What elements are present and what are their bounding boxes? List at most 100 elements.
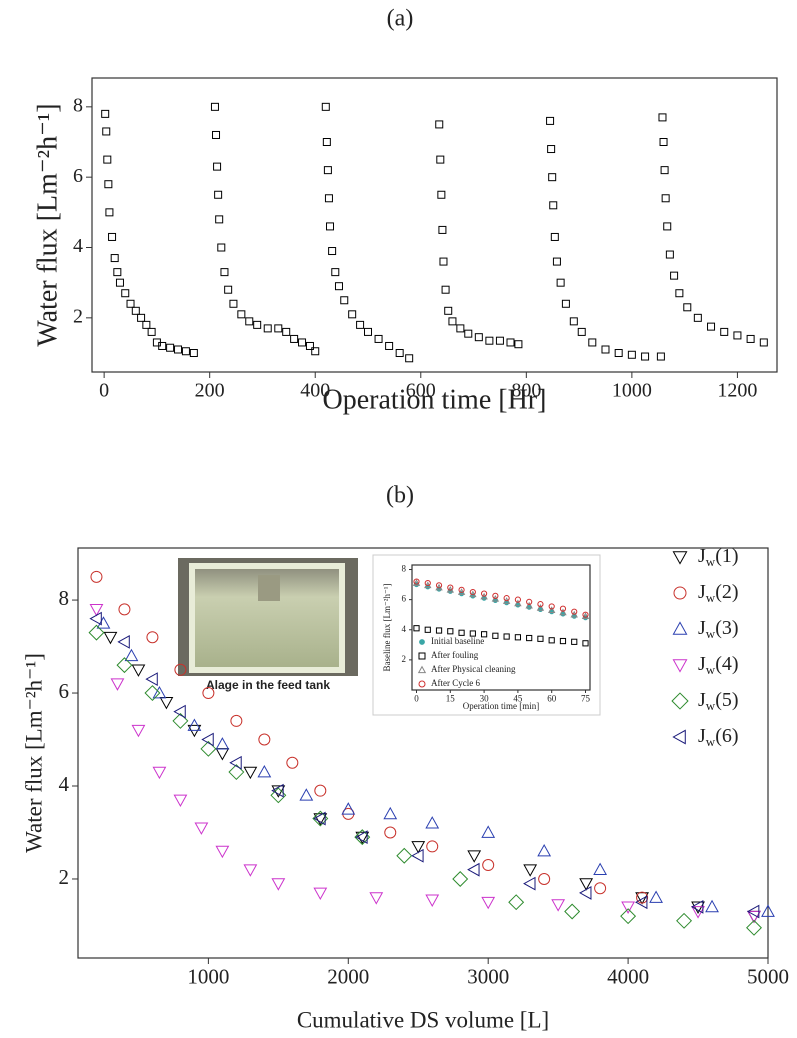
- legend-marker: [672, 729, 686, 745]
- marker: [245, 317, 254, 326]
- marker: [331, 268, 340, 277]
- marker: [311, 347, 320, 356]
- marker: [458, 629, 465, 636]
- marker: [412, 579, 421, 586]
- marker: [675, 289, 684, 298]
- marker: [579, 886, 592, 900]
- marker: [341, 802, 356, 815]
- y-tick-label: 4: [59, 772, 70, 796]
- marker: [340, 296, 349, 305]
- marker: [356, 320, 365, 329]
- legend-label: Jw(3): [698, 617, 739, 641]
- marker: [761, 904, 775, 917]
- marker: [424, 626, 431, 633]
- marker: [323, 166, 332, 175]
- marker: [326, 222, 335, 231]
- marker: [571, 638, 578, 645]
- marker: [243, 864, 258, 877]
- marker: [661, 194, 670, 203]
- legend-marker: [417, 665, 427, 674]
- marker: [102, 127, 111, 136]
- legend-label: Jw(4): [698, 653, 739, 677]
- marker: [215, 845, 230, 859]
- marker: [481, 590, 488, 597]
- marker: [614, 349, 623, 358]
- marker: [230, 714, 243, 727]
- marker: [355, 831, 370, 845]
- marker: [202, 687, 215, 700]
- marker: [189, 349, 198, 358]
- marker: [145, 672, 158, 686]
- x-axis-label: Cumulative DS volume [L]: [297, 1007, 549, 1032]
- marker: [691, 901, 705, 914]
- marker: [523, 876, 536, 891]
- legend-label: After Cycle 6: [431, 678, 480, 688]
- x-tick-label: 1200: [717, 380, 757, 402]
- marker: [172, 712, 189, 729]
- plot-frame: [77, 547, 769, 959]
- marker: [314, 784, 327, 797]
- marker: [364, 327, 373, 336]
- marker: [124, 648, 139, 662]
- marker: [441, 285, 450, 294]
- marker: [435, 627, 443, 634]
- marker: [435, 582, 443, 589]
- marker: [166, 343, 175, 352]
- y-tick-label: 4: [73, 235, 83, 257]
- x-axis-label: Operation time [min]: [463, 701, 539, 711]
- marker: [383, 806, 398, 820]
- marker: [548, 603, 555, 610]
- marker: [105, 208, 114, 217]
- x-tick-label: 0: [414, 693, 419, 703]
- marker: [152, 766, 167, 780]
- marker: [665, 250, 674, 259]
- marker: [537, 601, 544, 608]
- photo-caption: Alage in the feed tank: [206, 678, 330, 692]
- marker: [467, 862, 480, 877]
- marker: [313, 887, 328, 901]
- marker: [593, 862, 608, 876]
- marker: [258, 733, 271, 746]
- marker: [656, 352, 665, 361]
- x-tick-label: 5000: [747, 965, 789, 989]
- marker: [101, 109, 110, 118]
- marker: [438, 225, 447, 234]
- marker: [413, 625, 420, 632]
- x-tick-label: 30: [480, 693, 490, 703]
- marker: [305, 341, 314, 350]
- marker: [733, 331, 742, 340]
- marker: [746, 904, 760, 919]
- marker: [547, 145, 556, 154]
- marker: [158, 341, 167, 350]
- legend-label: After Physical cleaning: [431, 664, 516, 674]
- y-tick-label: 2: [59, 865, 70, 889]
- marker: [435, 120, 444, 129]
- marker: [514, 599, 522, 607]
- marker: [464, 329, 473, 338]
- marker: [601, 345, 610, 354]
- marker: [117, 635, 130, 649]
- marker: [469, 630, 476, 637]
- marker: [201, 732, 214, 747]
- marker: [147, 327, 156, 336]
- marker: [194, 822, 209, 835]
- marker: [313, 813, 328, 826]
- marker: [173, 704, 186, 719]
- photo: [178, 558, 358, 676]
- marker: [635, 895, 648, 910]
- marker: [228, 764, 245, 781]
- marker: [759, 338, 768, 347]
- marker: [103, 631, 118, 645]
- marker: [549, 201, 558, 210]
- marker: [503, 633, 510, 640]
- marker: [118, 603, 131, 616]
- marker: [229, 755, 242, 770]
- marker: [215, 737, 230, 750]
- marker: [271, 783, 284, 798]
- legend-label: Jw(6): [698, 725, 739, 749]
- marker: [514, 634, 521, 641]
- marker: [482, 859, 495, 872]
- marker: [547, 606, 556, 613]
- marker: [707, 322, 716, 331]
